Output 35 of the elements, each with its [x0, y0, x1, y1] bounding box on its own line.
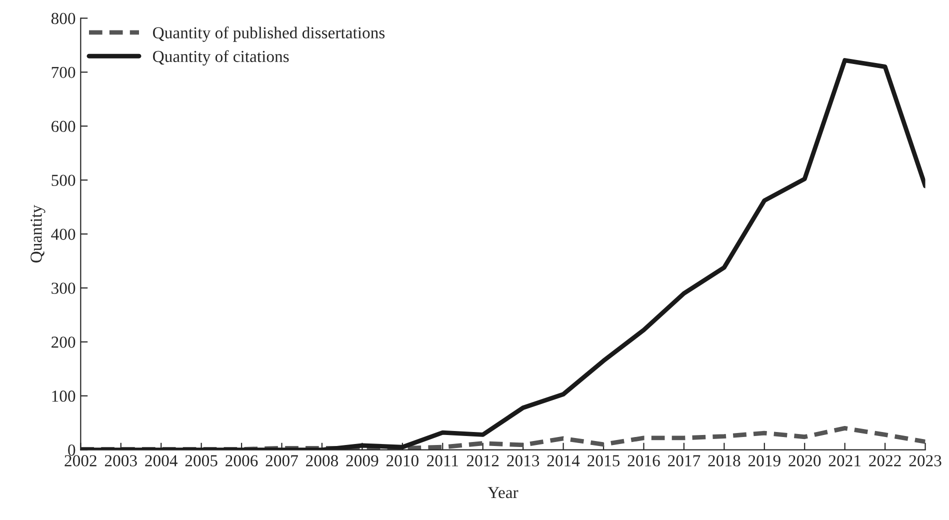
x-tick-label: 2011	[427, 455, 458, 466]
x-tick-label: 2017	[668, 455, 700, 466]
x-axis-title: Year	[488, 487, 518, 498]
y-tick-label: 100	[52, 390, 76, 402]
x-tick-label: 2006	[226, 455, 258, 466]
legend-label: Quantity of published dissertations	[153, 26, 385, 42]
y-tick-label: 700	[52, 66, 76, 78]
x-tick-label: 2019	[748, 455, 780, 466]
y-axis-title: Quantity	[30, 204, 46, 262]
y-tick-label: 500	[52, 174, 76, 186]
x-tick-label: 2021	[828, 455, 861, 466]
x-tick-label: 2009	[346, 455, 378, 466]
x-tick-label: 2002	[64, 455, 96, 466]
y-tick-label: 600	[52, 120, 76, 132]
x-tick-label: 2014	[547, 455, 580, 466]
y-tick-label: 800	[51, 12, 76, 24]
y-tick-label: 400	[51, 228, 76, 240]
x-tick-label: 2023	[909, 455, 942, 466]
x-tick-label: 2013	[507, 455, 540, 466]
x-tick-label: 2003	[104, 455, 137, 466]
y-tick-label: 300	[52, 282, 76, 294]
y-tick-label: 0	[68, 444, 76, 456]
x-tick-label: 2010	[386, 455, 418, 466]
y-tick-label: 200	[52, 336, 76, 348]
x-tick-label: 2020	[788, 455, 821, 466]
x-tick-label: 2022	[869, 455, 901, 466]
legend-label: Quantity of citations	[153, 50, 289, 66]
x-tick-label: 2018	[708, 455, 740, 466]
x-tick-label: 2015	[588, 455, 620, 466]
x-tick-label: 2007	[266, 455, 298, 466]
x-tick-label: 2016	[628, 455, 660, 466]
x-tick-label: 2005	[185, 455, 218, 466]
x-tick-label: 2004	[145, 455, 178, 466]
x-tick-label: 2012	[466, 455, 499, 466]
x-tick-label: 2008	[306, 455, 338, 466]
